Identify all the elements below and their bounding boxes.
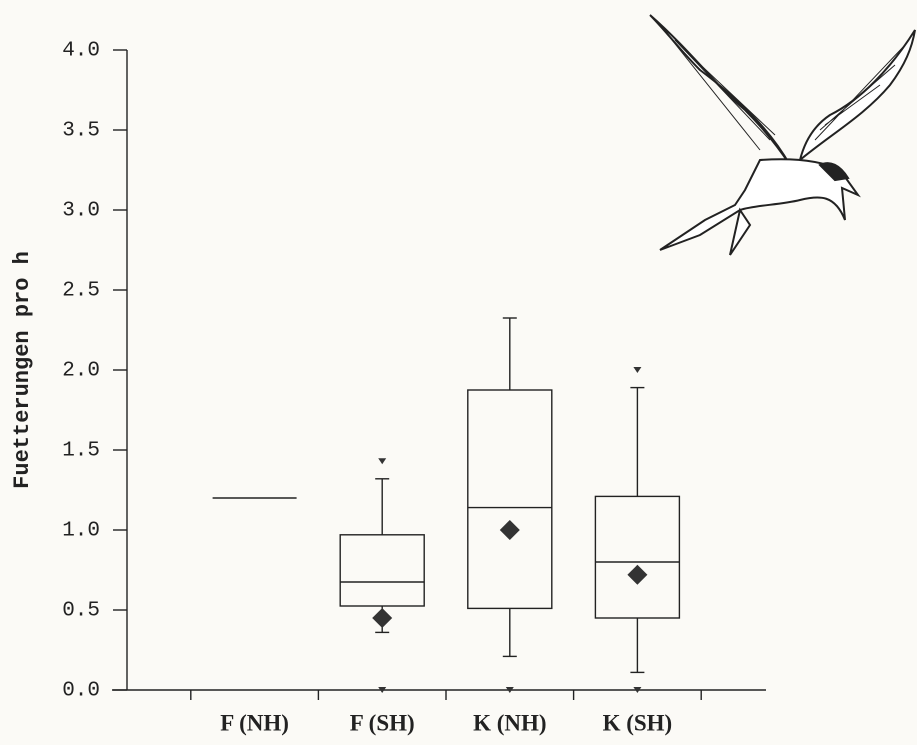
x-tick-label: K (NH) <box>473 710 546 735</box>
y-tick-label: 3.0 <box>62 200 100 223</box>
y-tick-label: 3.5 <box>62 120 100 143</box>
outlier <box>378 458 386 464</box>
x-tick-label: F (NH) <box>220 710 289 735</box>
y-tick-label: 1.0 <box>62 520 100 543</box>
y-tick-label: 0.5 <box>62 600 100 623</box>
y-tick-label: 4.0 <box>62 40 100 63</box>
x-tick-label: F (SH) <box>350 710 415 735</box>
mean-marker <box>500 520 520 540</box>
y-tick-label: 1.5 <box>62 440 100 463</box>
y-tick-label: 2.0 <box>62 360 100 383</box>
mean-marker <box>372 608 392 628</box>
mean-marker <box>627 565 647 585</box>
box <box>340 535 424 606</box>
box <box>468 390 552 608</box>
x-tick-label: K (SH) <box>603 710 673 735</box>
y-tick-label: 2.5 <box>62 280 100 303</box>
chart: Fuetterungen pro h 0.0 0.5 1.0 1.5 2.0 2.5 3.0… <box>0 0 917 745</box>
outlier <box>633 367 641 373</box>
y-axis-label: Fuetterungen pro h <box>10 251 35 489</box>
y-tick-label: 0.0 <box>62 680 100 703</box>
box <box>595 496 679 618</box>
bird-illustration <box>650 15 915 255</box>
